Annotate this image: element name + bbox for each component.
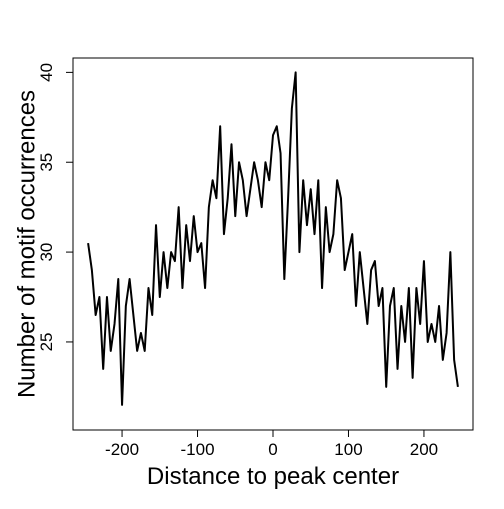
y-tick-label: 25 xyxy=(37,332,56,351)
y-tick-label: 35 xyxy=(37,153,56,172)
x-tick-label: -200 xyxy=(105,440,139,459)
x-tick-label: 200 xyxy=(410,440,438,459)
y-axis-label: Number of motif occurrences xyxy=(13,90,40,398)
x-tick-label: 100 xyxy=(334,440,362,459)
x-tick-label: 0 xyxy=(268,440,277,459)
data-line xyxy=(87,71,459,406)
y-tick-label: 30 xyxy=(37,243,56,262)
x-axis-label: Distance to peak center xyxy=(147,463,399,490)
x-tick-label: -100 xyxy=(181,440,215,459)
y-tick-label: 40 xyxy=(37,63,56,82)
